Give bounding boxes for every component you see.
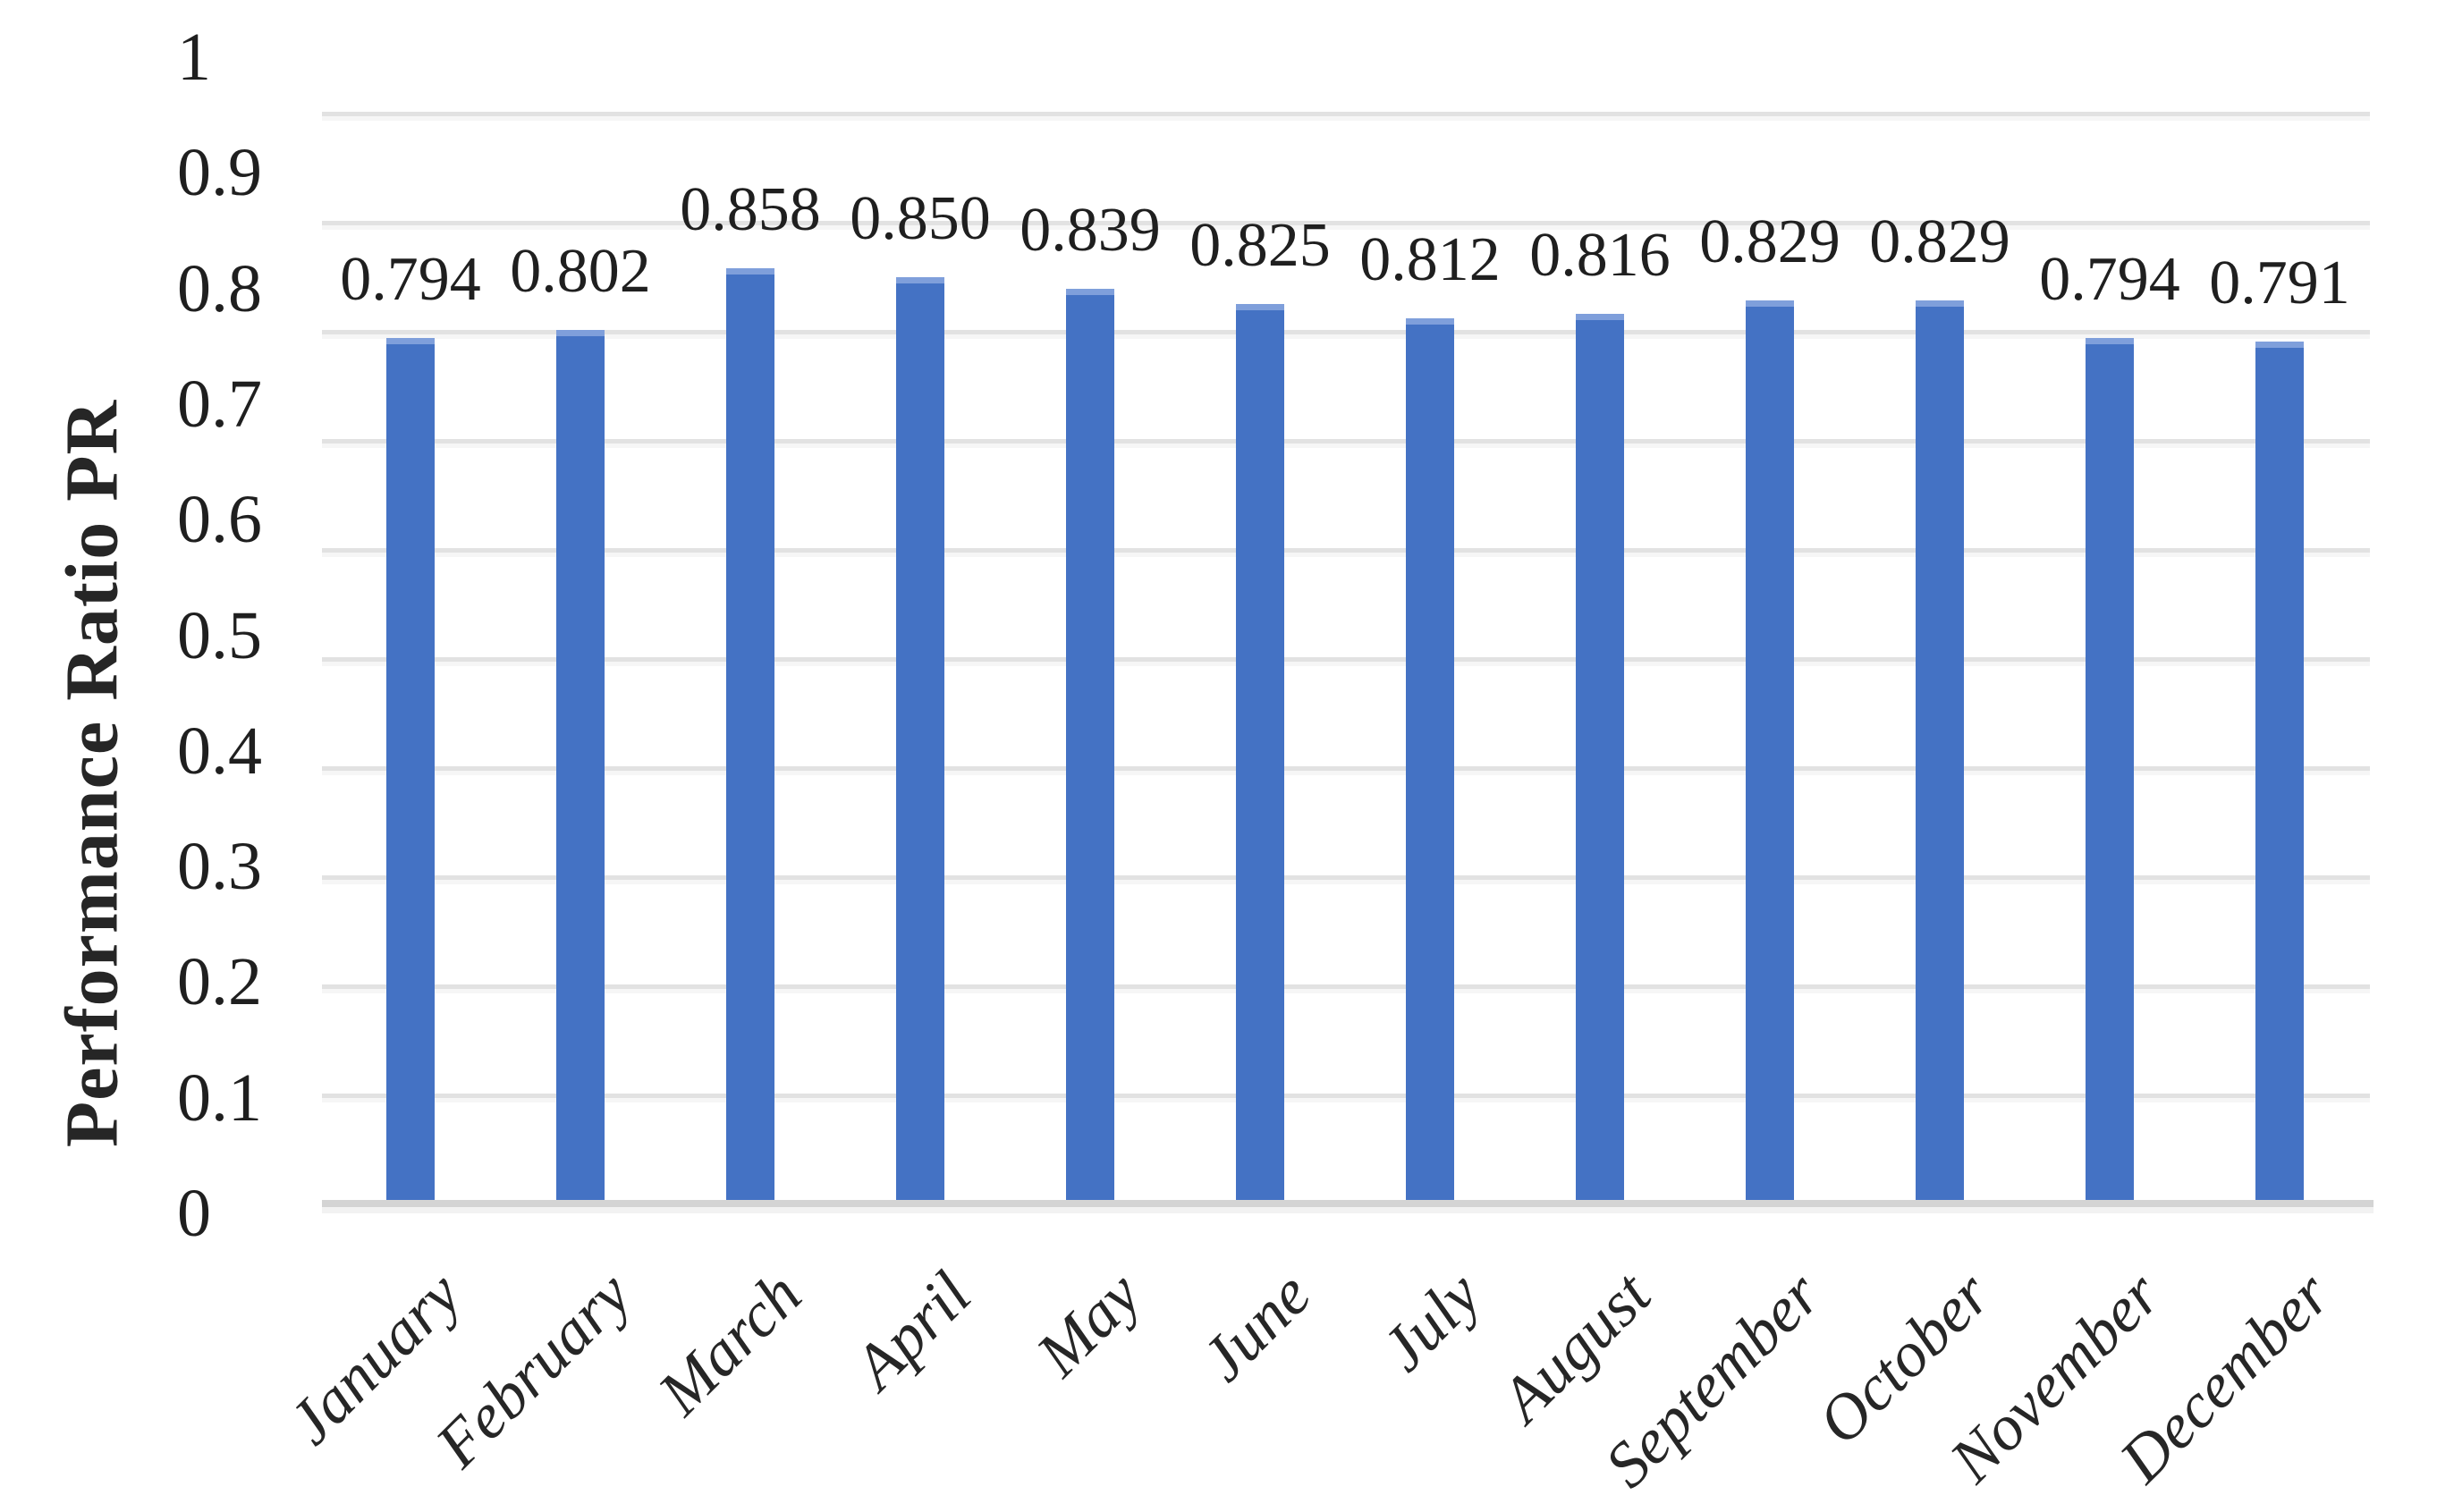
- bar-value-label-august: 0.816: [1529, 221, 1671, 290]
- y-tick-label-0.9: 0.9: [177, 135, 262, 210]
- bar-top-highlight: [1406, 318, 1454, 325]
- bar-august: [1576, 314, 1624, 1204]
- y-tick-label-0.2: 0.2: [177, 944, 262, 1019]
- y-tick-label-0.1: 0.1: [177, 1060, 262, 1136]
- bar-top-highlight: [1746, 300, 1794, 307]
- gridline-0.1: [322, 1094, 2370, 1098]
- y-tick-label-0.7: 0.7: [177, 367, 262, 442]
- bar-top-highlight: [556, 330, 605, 336]
- bar-november: [2086, 338, 2134, 1204]
- bar-value-label-june: 0.825: [1189, 211, 1331, 280]
- y-tick-label-0.6: 0.6: [177, 482, 262, 557]
- y-tick-label-0.3: 0.3: [177, 829, 262, 904]
- y-tick-label-0.5: 0.5: [177, 598, 262, 673]
- bar-value-label-april: 0.850: [850, 184, 991, 253]
- gridline-0.6: [322, 548, 2370, 553]
- gridline-0.7: [322, 439, 2370, 443]
- bar-september: [1746, 300, 1794, 1204]
- bar-july: [1406, 318, 1454, 1204]
- bar-value-label-may: 0.839: [1020, 196, 1161, 265]
- x-tick-label-june: June: [1188, 1258, 1324, 1395]
- x-axis-line: [322, 1200, 2374, 1207]
- bar-top-highlight: [2086, 338, 2134, 344]
- bar-june: [1236, 304, 1284, 1204]
- bar-top-highlight: [1066, 289, 1114, 295]
- bar-top-highlight: [896, 277, 944, 283]
- bar-value-label-november: 0.794: [2039, 245, 2180, 314]
- bar-value-label-march: 0.858: [680, 175, 821, 244]
- bar-value-label-december: 0.791: [2209, 249, 2350, 317]
- bar-january: [386, 338, 435, 1204]
- bar-value-label-january: 0.794: [340, 245, 481, 314]
- x-tick-label-april: April: [840, 1258, 985, 1403]
- y-axis-title: Performance Ratio PR: [50, 399, 134, 1148]
- bar-top-highlight: [1236, 304, 1284, 310]
- y-tick-label-0.8: 0.8: [177, 251, 262, 326]
- y-tick-label-0: 0: [177, 1176, 211, 1251]
- bar-march: [726, 268, 774, 1204]
- bar-february: [556, 330, 605, 1204]
- bar-value-label-september: 0.829: [1699, 207, 1840, 276]
- gridline-0.3: [322, 875, 2370, 880]
- bar-december: [2255, 342, 2304, 1204]
- x-tick-label-july: July: [1367, 1258, 1494, 1385]
- bar-value-label-july: 0.812: [1359, 225, 1501, 294]
- gridline-0.2: [322, 984, 2370, 989]
- bar-top-highlight: [1916, 300, 1964, 307]
- bar-top-highlight: [2255, 342, 2304, 348]
- gridline-0.9: [322, 221, 2370, 225]
- gridline-0.5: [322, 657, 2370, 662]
- bar-april: [896, 277, 944, 1204]
- x-tick-label-march: March: [644, 1258, 815, 1429]
- bar-value-label-october: 0.829: [1869, 207, 2010, 276]
- bar-top-highlight: [1576, 314, 1624, 320]
- gridline-1: [322, 112, 2370, 116]
- x-tick-label-may: May: [1022, 1258, 1155, 1390]
- bar-top-highlight: [386, 338, 435, 344]
- gridline-0.4: [322, 766, 2370, 771]
- bar-top-highlight: [726, 268, 774, 275]
- bar-october: [1916, 300, 1964, 1204]
- y-tick-label-1: 1: [177, 20, 211, 95]
- bar-may: [1066, 289, 1114, 1204]
- gridline-0.8: [322, 330, 2370, 334]
- bar-value-label-february: 0.802: [510, 237, 651, 306]
- y-tick-label-0.4: 0.4: [177, 714, 262, 789]
